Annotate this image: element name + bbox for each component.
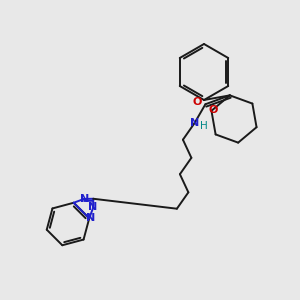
Text: N: N: [80, 194, 90, 204]
Text: H: H: [200, 121, 207, 131]
Text: O: O: [209, 105, 218, 115]
Text: O: O: [193, 97, 202, 107]
Text: N: N: [85, 213, 95, 223]
Text: N: N: [190, 118, 199, 128]
Text: N: N: [88, 202, 98, 212]
